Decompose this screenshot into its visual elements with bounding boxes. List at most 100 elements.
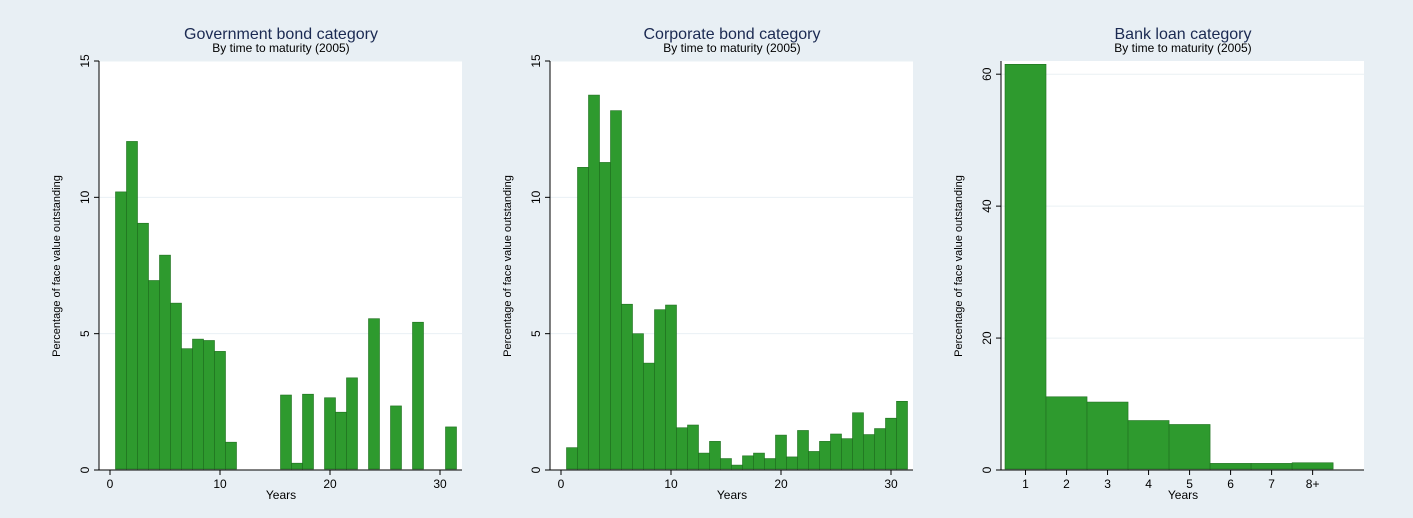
bar [346,377,358,470]
bar [808,451,820,470]
y-tick-label: 10 [78,190,92,204]
x-tick-label: 7 [1268,477,1275,491]
bar [302,393,314,470]
bar [412,321,424,470]
bar [896,400,908,470]
y-tick-label: 60 [980,67,994,81]
x-tick-label: 2 [1063,477,1070,491]
x-tick-label: 6 [1227,477,1234,491]
x-axis-label: Years [1168,488,1198,502]
bar [753,452,765,470]
bar [610,110,622,470]
bar [390,405,402,470]
plot-area-2: 0 20 40 60 1 2 3 4 5 6 7 8+ [980,61,1364,491]
bar [115,191,127,470]
bar [324,397,336,470]
bar [709,441,721,470]
bar [599,162,611,470]
bar [181,348,193,470]
x-tick-label: 0 [107,477,114,491]
x-tick-label: 1 [1022,477,1029,491]
x-axis-label: Years [717,488,747,502]
bar [676,427,688,470]
x-tick-label: 20 [323,477,337,491]
bar [654,309,666,470]
bar [874,428,886,470]
x-tick-label: 30 [433,477,447,491]
bar [1004,63,1047,470]
x-tick-label: 30 [884,477,898,491]
bar [643,362,655,470]
bar [764,458,776,470]
bar [280,394,292,470]
bar [731,464,743,470]
y-tick-label: 0 [78,466,92,473]
bar [797,430,809,470]
panel-bank-loan: Bank loan category By time to maturity (… [953,26,1364,502]
y-tick-label: 40 [980,199,994,213]
bar [159,254,171,470]
bar [214,351,226,470]
chart-subtitle: By time to maturity (2005) [1114,41,1251,55]
chart-subtitle: By time to maturity (2005) [663,41,800,55]
bar [291,462,303,470]
y-tick-label: 5 [78,330,92,337]
y-tick-label: 5 [529,330,543,337]
bar [1250,463,1293,470]
y-tick-label: 15 [529,54,543,68]
x-tick-label: 10 [213,477,227,491]
bar [1045,396,1088,470]
bar [1127,420,1170,470]
bar [566,447,578,470]
y-axis-label: Percentage of face value outstanding [953,175,965,357]
bar [742,455,754,470]
bar [137,222,149,470]
chart-title: Government bond category [184,26,378,43]
bar [852,412,864,470]
bar [830,433,842,470]
y-tick-label: 20 [980,331,994,345]
x-tick-label: 0 [558,477,565,491]
y-tick-label: 15 [78,54,92,68]
y-axis-label: Percentage of face value outstanding [502,175,514,357]
x-tick-label: 20 [774,477,788,491]
bar [687,424,699,470]
y-axis-label: Percentage of face value outstanding [51,175,63,357]
bar [775,434,787,470]
bar [885,417,897,470]
bar [1209,463,1252,470]
bar [170,302,182,470]
y-tick-label: 0 [529,466,543,473]
bar [368,318,380,470]
bar [445,426,457,470]
x-tick-label: 10 [664,477,678,491]
bar [203,340,215,470]
plot-area-0: 0 5 10 15 0 10 20 30 [78,54,462,491]
bar [632,333,644,470]
x-tick-label: 5 [1186,477,1193,491]
bar [148,280,160,470]
bar [841,438,853,470]
bar [786,456,798,470]
bar [863,434,875,470]
bar [819,441,831,470]
bar [720,458,732,470]
bar [1291,462,1334,470]
x-tick-label: 8+ [1306,477,1320,491]
y-tick-label: 0 [980,466,994,473]
chart-subtitle: By time to maturity (2005) [212,41,349,55]
x-tick-label: 4 [1145,477,1152,491]
panel-corporate: Corporate bond category By time to matur… [502,26,913,502]
bar [192,338,204,470]
x-axis-label: Years [266,488,296,502]
bar [225,441,237,470]
bar [621,303,633,470]
bar [126,141,138,470]
y-tick-label: 10 [529,190,543,204]
bar [698,452,710,470]
plot-area-1: 0 5 10 15 0 10 20 30 [529,54,913,491]
bar [335,411,347,470]
chart-title: Bank loan category [1115,26,1252,43]
bar [665,304,677,470]
x-tick-label: 3 [1104,477,1111,491]
